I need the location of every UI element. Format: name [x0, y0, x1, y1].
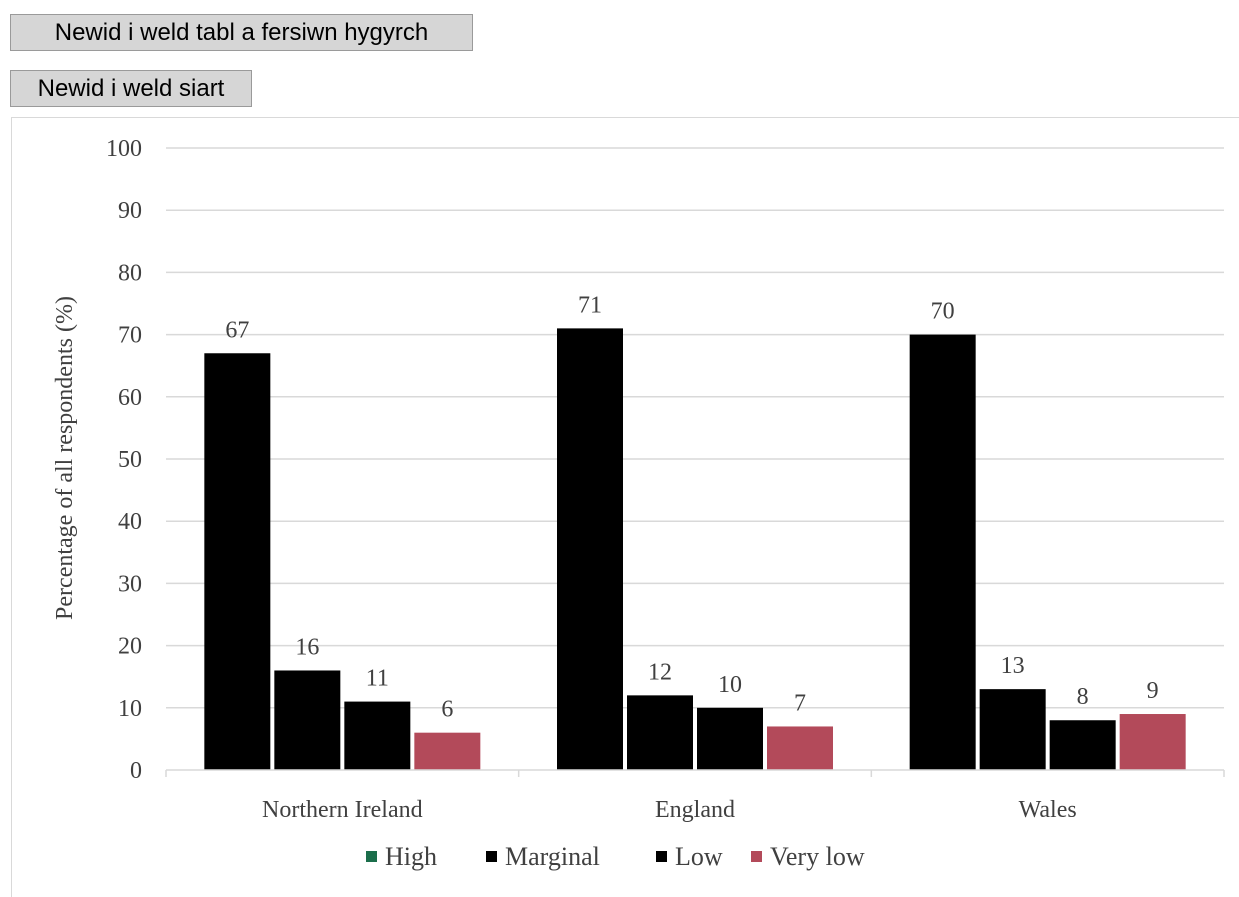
data-label: 16: [295, 634, 319, 660]
legend-label: Very low: [770, 842, 865, 871]
bar: [557, 328, 623, 770]
bar: [909, 334, 976, 770]
legend-swatch: [366, 851, 377, 862]
bar: [274, 670, 341, 770]
y-axis-label: Percentage of all respondents (%): [52, 296, 78, 620]
bar: [979, 689, 1046, 770]
data-label: 11: [366, 666, 389, 692]
legend-swatch: [486, 851, 497, 862]
data-labels: 67 16 11 6 71 12 10 7 70 13 8 9: [225, 292, 1158, 722]
bar: [697, 707, 763, 770]
y-axis-ticks: 0 10 20 30 40 50 60 70 80 90 100: [106, 136, 142, 784]
data-label: 10: [718, 672, 742, 698]
x-axis: Northern Ireland England Wales: [165, 769, 1225, 823]
gridlines: [166, 147, 1224, 709]
y-tick-label: 100: [106, 136, 142, 162]
data-label: 9: [1147, 678, 1159, 704]
data-label: 12: [648, 659, 672, 685]
x-category-label: Wales: [1019, 797, 1077, 823]
bar: [1049, 720, 1116, 770]
switch-to-chart-button[interactable]: Newid i weld siart: [10, 70, 252, 107]
y-tick-label: 10: [118, 696, 142, 722]
data-label: 8: [1077, 684, 1089, 710]
y-tick-label: 20: [118, 634, 142, 660]
legend-label: Marginal: [505, 842, 600, 871]
bar: [1119, 714, 1186, 770]
data-label: 6: [441, 697, 453, 723]
data-label: 70: [931, 299, 955, 325]
bar: [414, 732, 481, 770]
bars: [204, 328, 1186, 770]
data-label: 71: [578, 292, 602, 318]
switch-to-table-button[interactable]: Newid i weld tabl a fersiwn hygyrch: [10, 14, 473, 51]
y-tick-label: 30: [118, 571, 142, 597]
legend-label: Low: [675, 842, 723, 871]
legend-swatch: [751, 851, 762, 862]
data-label: 7: [794, 690, 806, 716]
x-category-label: Northern Ireland: [262, 797, 423, 823]
y-tick-label: 80: [118, 260, 142, 286]
chart-frame: [11, 117, 1239, 897]
data-label: 67: [225, 317, 249, 343]
bar: [344, 701, 411, 770]
y-tick-label: 0: [130, 758, 142, 784]
y-tick-label: 60: [118, 385, 142, 411]
x-category-label: England: [655, 797, 735, 823]
legend-swatch: [656, 851, 667, 862]
y-tick-label: 50: [118, 447, 142, 473]
legend-label: High: [385, 842, 437, 871]
y-tick-label: 90: [118, 198, 142, 224]
legend: High Marginal Low Very low: [366, 842, 865, 871]
bar: [767, 726, 833, 770]
data-label: 13: [1001, 653, 1025, 679]
bar: [204, 353, 271, 770]
y-tick-label: 70: [118, 323, 142, 349]
y-tick-label: 40: [118, 509, 142, 535]
bar: [627, 695, 693, 770]
